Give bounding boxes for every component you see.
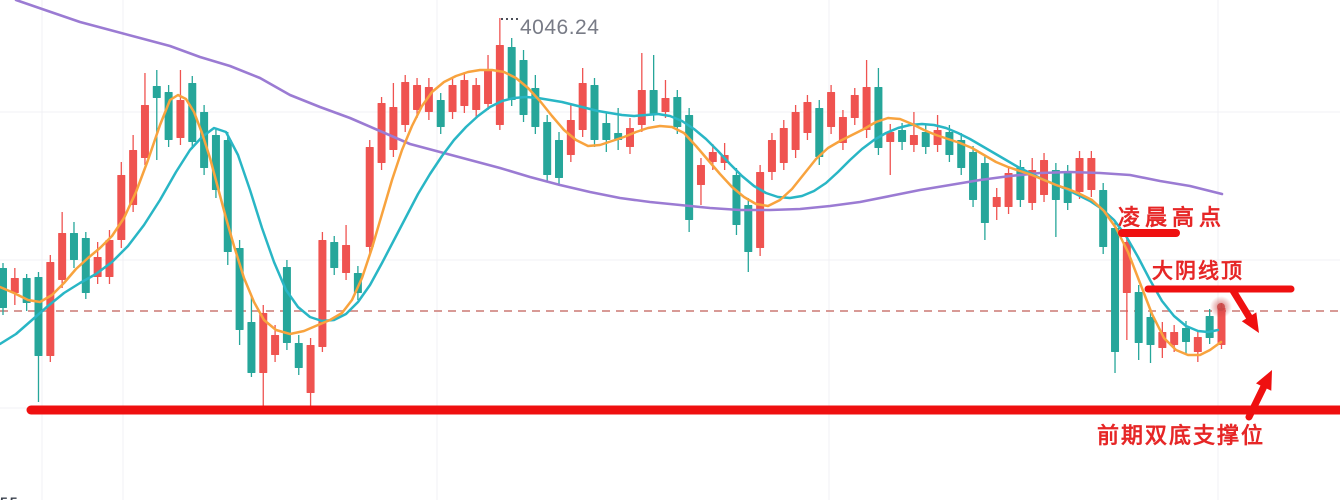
candle-body [1134, 292, 1143, 343]
candle-body [1193, 337, 1202, 352]
candle-body [791, 112, 800, 150]
candle-body [862, 87, 871, 130]
candle-body [803, 102, 812, 133]
candle-body [673, 97, 682, 127]
candle-body [152, 86, 161, 98]
candle-body [1205, 316, 1214, 338]
candle-body [685, 115, 694, 220]
candle-body [306, 345, 315, 393]
candle-body [294, 343, 303, 368]
candle-body [779, 128, 788, 163]
candle-body [460, 80, 469, 106]
candle-body [1099, 190, 1108, 247]
candle-body [1040, 160, 1049, 195]
candle-body [259, 313, 268, 373]
candle-body [767, 140, 776, 172]
candle-body [945, 132, 954, 155]
candle-body [921, 132, 930, 147]
candle-body [992, 197, 1001, 207]
candle-body [223, 140, 232, 252]
candle-body [732, 175, 741, 225]
candle-body [188, 83, 197, 142]
candle-body [1170, 332, 1179, 345]
candle-body [850, 95, 859, 118]
candle-body [105, 240, 114, 277]
candle-body [1075, 158, 1084, 192]
candle-body [389, 107, 398, 150]
candle-body [827, 92, 836, 127]
candle-body [495, 45, 504, 125]
candle-body [318, 240, 327, 347]
candle-body [81, 238, 90, 293]
annotation-big-bear-top-text[interactable]: 大阴线顶 [1152, 259, 1244, 283]
candle-body [46, 262, 55, 356]
candle-body [436, 100, 445, 127]
candle-body [176, 100, 185, 138]
bottom-left-clipped-text: 55 [0, 494, 20, 500]
candle-body [10, 278, 19, 293]
candle-body [886, 132, 895, 142]
candle-body [247, 322, 256, 373]
peak-price-label: 4046.24 [520, 16, 600, 39]
candle-body [472, 85, 481, 110]
candle-body [696, 165, 705, 185]
candle-body [1146, 317, 1155, 345]
last-price-glow-dot [1210, 296, 1232, 318]
candle-body [140, 105, 149, 158]
ma-fast-orange [0, 68, 1223, 357]
candle-body [838, 117, 847, 143]
candle-body [1063, 172, 1072, 203]
candle-body [815, 108, 824, 157]
candle-body [898, 130, 907, 142]
candle-body [637, 90, 646, 125]
candle-body [1111, 228, 1120, 352]
candle-body [602, 123, 611, 140]
candle-body [909, 135, 918, 145]
candle-body [969, 152, 978, 200]
candle-body [1182, 328, 1190, 342]
candle-body [413, 85, 422, 110]
candle-body [365, 147, 374, 247]
candle-body [543, 122, 552, 175]
annotation-support-text[interactable]: 前期双底支撑位 [1097, 423, 1266, 448]
candle-body [34, 277, 43, 356]
annotation-arrow-drawing[interactable] [1228, 285, 1259, 333]
annotation-morning-high-text[interactable]: 凌晨高点 [1118, 205, 1227, 230]
candle-body [22, 278, 31, 303]
ma-slow-purple [14, 0, 1224, 212]
candle-body [519, 60, 528, 115]
annotation-arrow-drawing[interactable] [1245, 370, 1272, 421]
candle-body [874, 87, 883, 148]
candle-body [117, 175, 126, 240]
candle-body [448, 85, 457, 112]
candle-series [0, 18, 1226, 407]
candle-body [566, 120, 575, 155]
candle-body [1028, 170, 1037, 203]
candle-body [649, 90, 658, 115]
candle-body [590, 85, 599, 140]
candle-body [69, 233, 78, 260]
candle-body [957, 140, 966, 168]
candle-body [330, 242, 339, 268]
candle-body [555, 140, 564, 178]
candle-body [980, 163, 989, 223]
candle-body [484, 70, 493, 104]
candle-body [625, 128, 634, 147]
candle-body [353, 273, 362, 293]
candle-body [507, 47, 516, 100]
candle-body [271, 335, 280, 355]
candle-body [744, 205, 753, 252]
candle-body [164, 92, 173, 140]
candle-body [1004, 173, 1013, 207]
candle-body [58, 233, 67, 280]
candle-body [708, 152, 717, 162]
ma-mid-cyan [0, 95, 1220, 346]
candle-body [661, 98, 670, 112]
candle-body [342, 245, 351, 273]
candle-body [401, 82, 410, 125]
